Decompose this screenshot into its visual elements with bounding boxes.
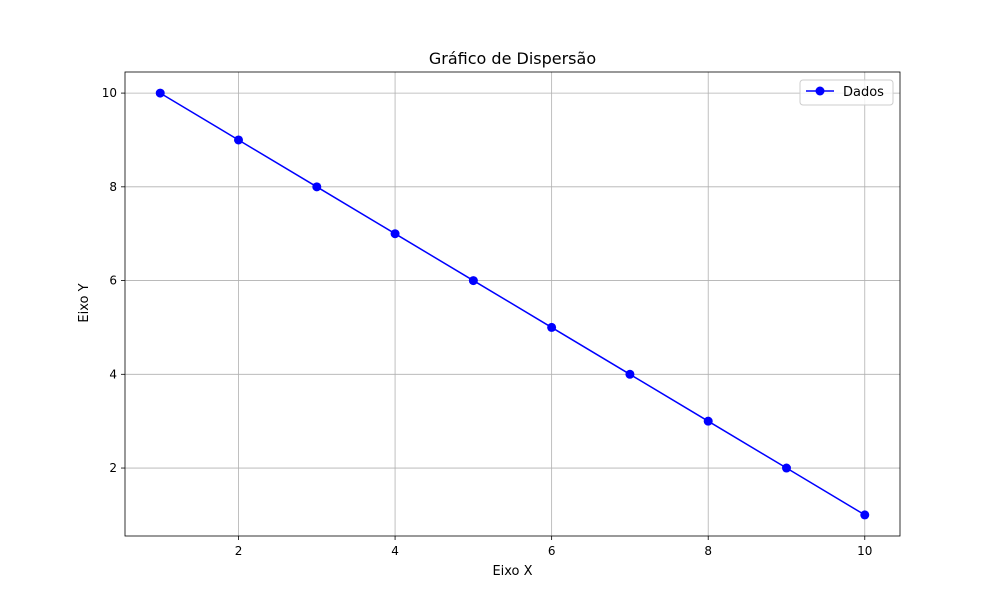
x-tick-label: 6 — [548, 544, 556, 558]
x-axis-label: Eixo X — [492, 564, 532, 579]
x-tick-label: 10 — [857, 544, 872, 558]
series-layer — [155, 88, 870, 520]
x-tick-label: 4 — [391, 544, 399, 558]
grid — [125, 72, 900, 536]
data-point — [234, 135, 244, 145]
y-tick-label: 4 — [109, 367, 117, 381]
series-line — [159, 92, 866, 516]
data-point — [625, 369, 635, 379]
data-point — [468, 276, 478, 286]
y-tick-label: 2 — [109, 461, 117, 475]
legend: Dados — [799, 79, 894, 106]
data-point — [390, 229, 400, 239]
x-tick-label: 2 — [235, 544, 243, 558]
y-tick-label: 8 — [109, 180, 117, 194]
tick-labels: 2 4 6 8 10 2 4 6 8 10 — [102, 86, 873, 558]
data-point — [155, 88, 165, 98]
data-point — [781, 463, 791, 473]
plot-frame — [124, 71, 901, 537]
y-axis-label: Eixo Y — [77, 283, 92, 322]
legend-label: Dados — [843, 85, 884, 100]
data-point — [547, 322, 557, 332]
y-tick-label: 10 — [102, 86, 117, 100]
data-point — [703, 416, 713, 426]
x-tick-label: 8 — [704, 544, 712, 558]
axes — [124, 71, 901, 537]
data-point — [312, 182, 322, 192]
legend-marker — [815, 86, 825, 96]
legend-box — [799, 79, 894, 106]
y-tick-label: 6 — [109, 274, 117, 288]
chart-title: Gráfico de Dispersão — [429, 49, 596, 68]
data-point — [860, 510, 870, 520]
